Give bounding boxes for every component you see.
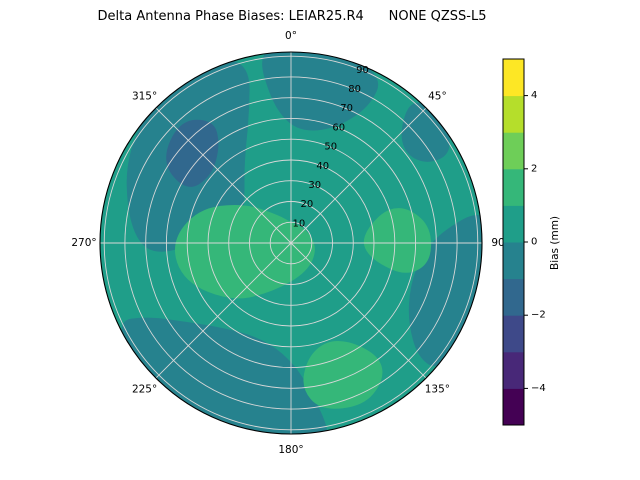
region-pos-bottom [303,341,383,409]
polar-outline [99,51,483,435]
chart-title: Delta Antenna Phase Biases: LEIAR25.R4 N… [97,9,487,24]
r-label-90: 90 [356,65,369,76]
r-label-20: 20 [301,199,314,210]
theta-label-0: 0° [285,30,297,42]
region-deep-upper-left [166,119,219,187]
colorbar-band [503,205,524,243]
colorbar-band [503,168,524,206]
theta-label-45: 45° [428,91,447,103]
r-label-70: 70 [340,103,353,114]
colorbar-tick-0: 0 [531,237,537,248]
colorbar-band [503,388,524,426]
colorbar-band [503,315,524,353]
region-pos-center-left [174,204,315,299]
r-label-80: 80 [348,84,361,95]
colorbar: −4 −2 0 2 4 Bias (mm) [502,58,561,426]
r-label-50: 50 [324,142,337,153]
colorbar-band [503,59,524,97]
colorbar-band [503,242,524,280]
region-neg-45deg [401,102,450,162]
r-label-30: 30 [308,180,321,191]
colorbar-band [503,278,524,316]
colorbar-tick-2: 2 [531,163,537,174]
theta-label-90: 90 [491,237,504,249]
theta-label-225: 225° [132,383,157,395]
polar-grid [100,52,482,434]
colorbar-band [503,95,524,133]
radial-tick-labels: 10 20 30 40 50 60 70 80 90 [293,65,369,229]
theta-tick-labels: 0° 45° 90 135° 180° 225° 270° 315° [71,30,504,456]
r-label-40: 40 [316,161,329,172]
region-neg-bottom [121,317,328,434]
colorbar-band [503,132,524,170]
colorbar-tick--4: −4 [531,383,546,394]
colorbar-tick-4: 4 [531,90,537,101]
r-label-60: 60 [332,122,345,133]
colorbar-tick--2: −2 [531,310,546,321]
colorbar-axis-label: Bias (mm) [549,216,561,270]
theta-label-315: 315° [132,91,157,103]
theta-label-270: 270° [71,237,96,249]
theta-label-135: 135° [425,383,450,395]
r-label-10: 10 [293,218,306,229]
colorbar-band [503,351,524,389]
theta-label-180: 180° [278,444,303,456]
